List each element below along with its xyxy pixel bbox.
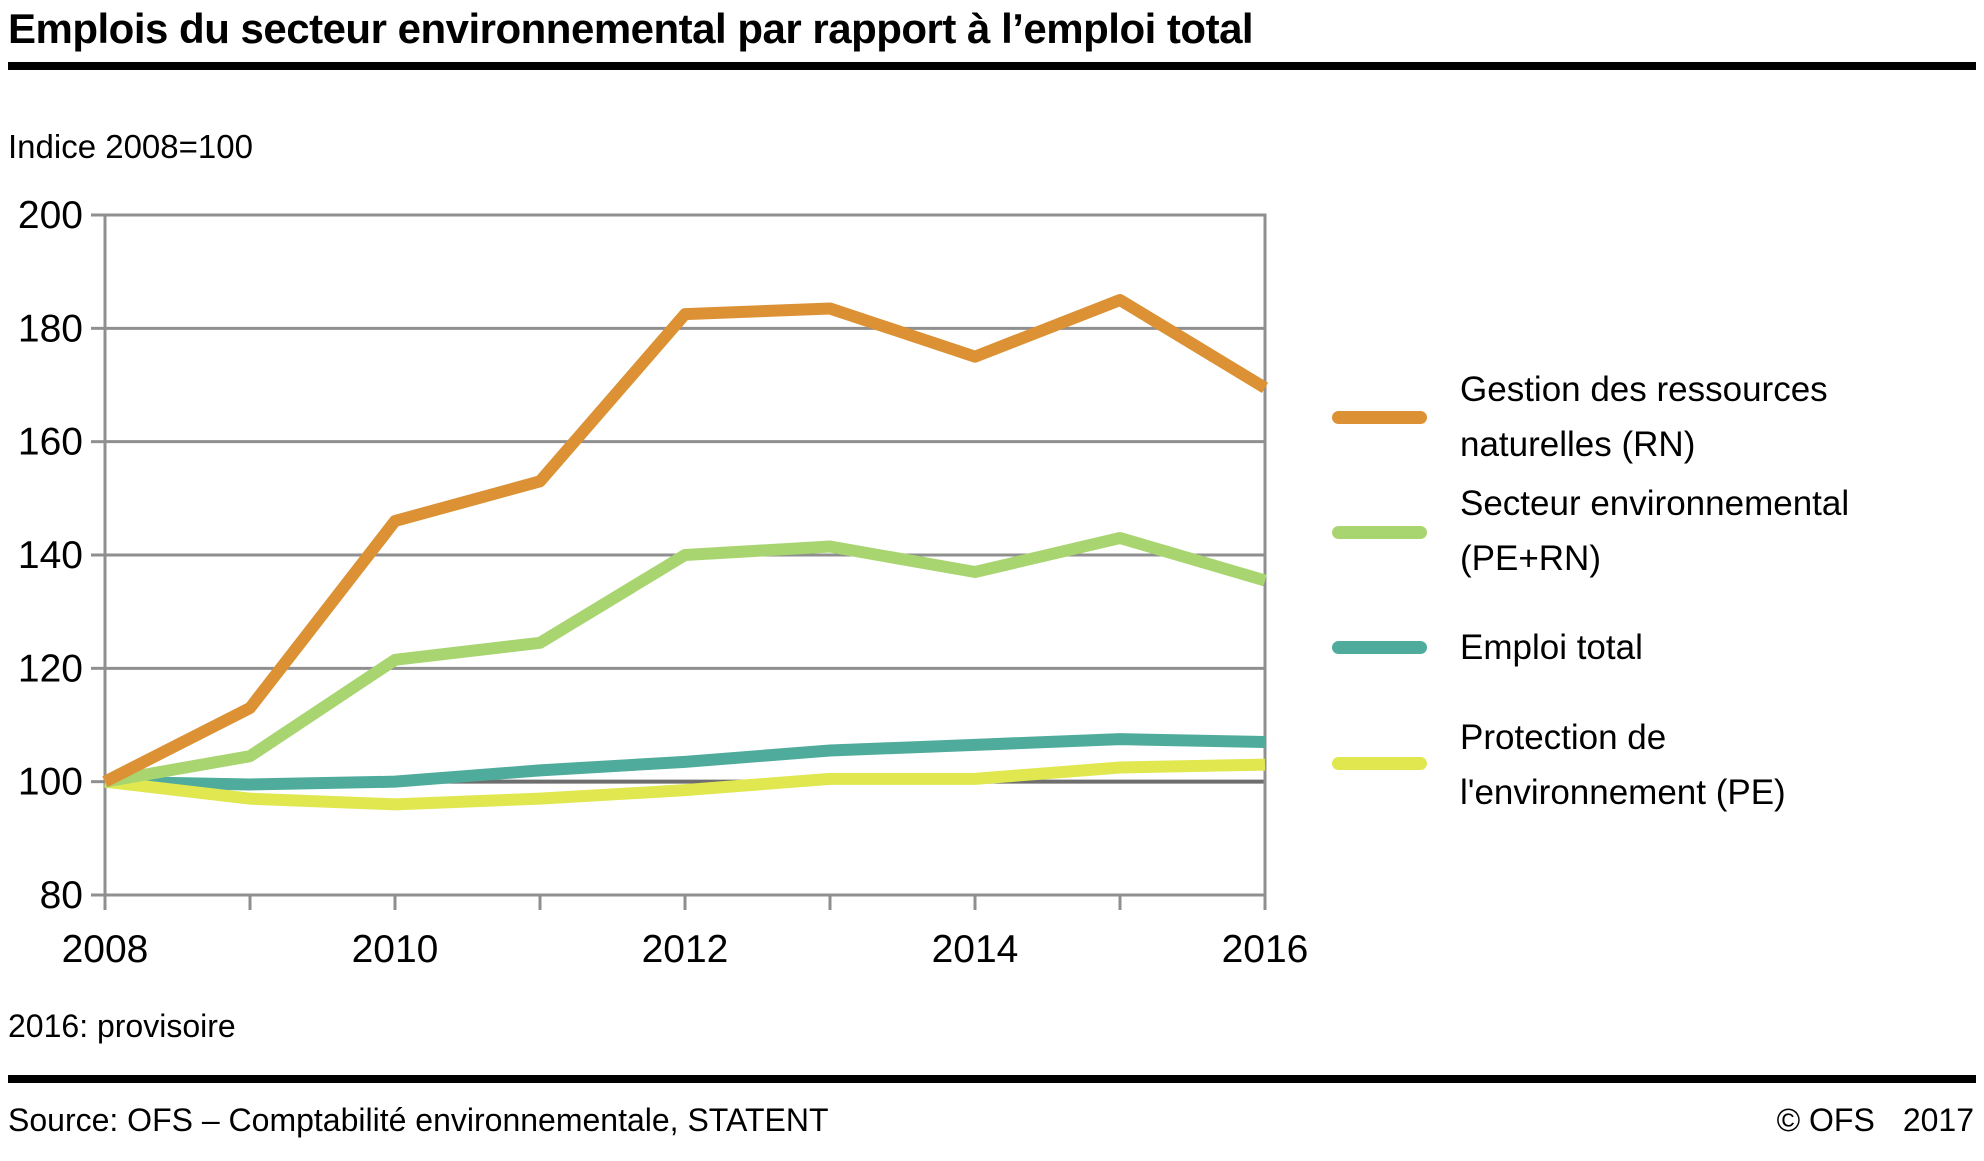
legend-label-emploi-total: Emploi total <box>1460 620 1984 675</box>
x-tick-label-2008: 2008 <box>62 928 149 971</box>
legend-label-line: Emploi total <box>1460 628 1643 667</box>
y-tick-label-200: 200 <box>18 194 83 237</box>
y-tick-label-80: 80 <box>40 874 83 917</box>
page-title: Emplois du secteur environnemental par r… <box>8 5 1254 52</box>
copyright: © OFS 2017 <box>1777 1102 1974 1139</box>
legend-label-line: Protection de <box>1460 718 1667 757</box>
x-tick-label-2014: 2014 <box>932 928 1019 971</box>
axis-unit-label: Indice 2008=100 <box>8 128 253 165</box>
footnote: 2016: provisoire <box>8 1008 236 1044</box>
legend-swatch-rn <box>1332 411 1427 424</box>
legend-item-pe: Protection de l'environnement (PE) <box>1332 710 1984 820</box>
legend-label-rn: Gestion des ressources naturelles (RN) <box>1460 362 1984 472</box>
legend-label-line: Gestion des ressources <box>1460 370 1828 409</box>
legend-label-pe: Protection de l'environnement (PE) <box>1460 710 1984 820</box>
copyright-year: 2017 <box>1902 1102 1974 1138</box>
x-tick-label-2016: 2016 <box>1222 928 1309 971</box>
legend-item-pe-rn: Secteur environnemental (PE+RN) <box>1332 476 1984 586</box>
source-text: Source: OFS – Comptabilité environnement… <box>8 1102 829 1138</box>
series-line-pe-rn <box>103 532 1267 788</box>
legend-swatch-pe <box>1332 757 1427 770</box>
y-tick-label-180: 180 <box>18 307 83 350</box>
legend-label-pe-rn: Secteur environnemental (PE+RN) <box>1460 476 1984 586</box>
legend-label-line: l'environnement (PE) <box>1460 773 1786 812</box>
bottom-rule <box>8 1075 1976 1083</box>
copyright-ofs: © OFS <box>1776 1102 1875 1138</box>
legend-swatch-emploi-total <box>1332 641 1427 654</box>
legend-label-line: (PE+RN) <box>1460 539 1601 578</box>
series-line-rn <box>102 294 1269 788</box>
x-tick-label-2012: 2012 <box>642 928 729 971</box>
series-line-emploi-total <box>104 733 1266 791</box>
series-line-pe <box>104 758 1266 811</box>
legend-label-line: naturelles (RN) <box>1460 425 1696 464</box>
x-tick-label-2010: 2010 <box>352 928 439 971</box>
top-rule <box>8 62 1976 70</box>
legend-label-line: Secteur environnemental <box>1460 484 1850 523</box>
legend-swatch-pe-rn <box>1332 526 1427 539</box>
y-tick-label-140: 140 <box>18 534 83 577</box>
y-tick-label-160: 160 <box>18 421 83 464</box>
y-tick-label-120: 120 <box>18 647 83 690</box>
legend-item-rn: Gestion des ressources naturelles (RN) <box>1332 362 1984 472</box>
plot-frame <box>103 213 1267 897</box>
y-tick-label-100: 100 <box>18 761 83 804</box>
legend-item-emploi-total: Emploi total <box>1332 620 1984 675</box>
